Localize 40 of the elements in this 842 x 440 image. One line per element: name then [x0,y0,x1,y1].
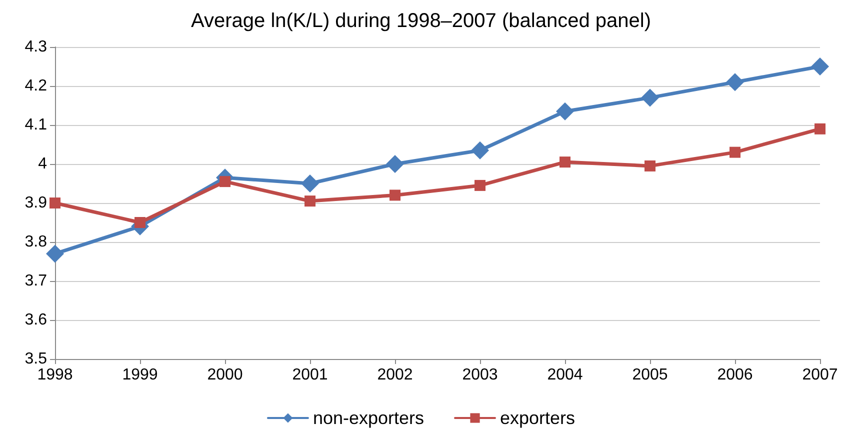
point [46,244,64,263]
point [304,196,316,207]
point [811,58,829,76]
point [301,174,319,192]
y-tick-label: 3.5 [24,350,48,368]
point [220,176,230,188]
point [390,190,400,201]
x-tick-label: 2001 [292,366,328,384]
point [560,156,570,168]
x-tick-label: 2003 [462,366,498,384]
point [814,123,826,134]
x-tick-label: 2002 [377,366,413,384]
point [644,160,656,172]
y-tick-label: 3.8 [24,234,48,250]
point [471,141,489,160]
x-tick-label: 2006 [717,366,753,384]
point [474,180,486,191]
point [726,73,744,92]
y-tick-label: 3.9 [24,194,48,212]
chart-title: Average ln(K/L) during 1998–2007 (balanced panel) [191,10,651,32]
x-tick-label: 2007 [802,366,838,384]
x-tick-label: 1998 [37,366,73,384]
x-tick-label: 1999 [122,366,158,384]
y-tick-label: 4.3 [24,38,48,56]
x-tick-label: 2004 [547,366,583,384]
x-tick-label: 2005 [632,366,668,384]
legend-label: exporters [500,408,576,428]
y-tick-label: 4.1 [24,116,48,134]
point [386,155,404,173]
point [556,102,574,120]
point [730,146,740,158]
y-tick-label: 3.7 [24,272,48,290]
legend-label: non-exporters [312,408,424,428]
point [641,88,659,107]
y-tick-label: 3.6 [24,312,48,328]
y-tick-label: 4.2 [24,78,48,94]
y-tick-label: 4 [38,156,48,172]
point [134,217,146,228]
point [50,198,60,208]
x-tick-label: 2000 [207,366,243,384]
